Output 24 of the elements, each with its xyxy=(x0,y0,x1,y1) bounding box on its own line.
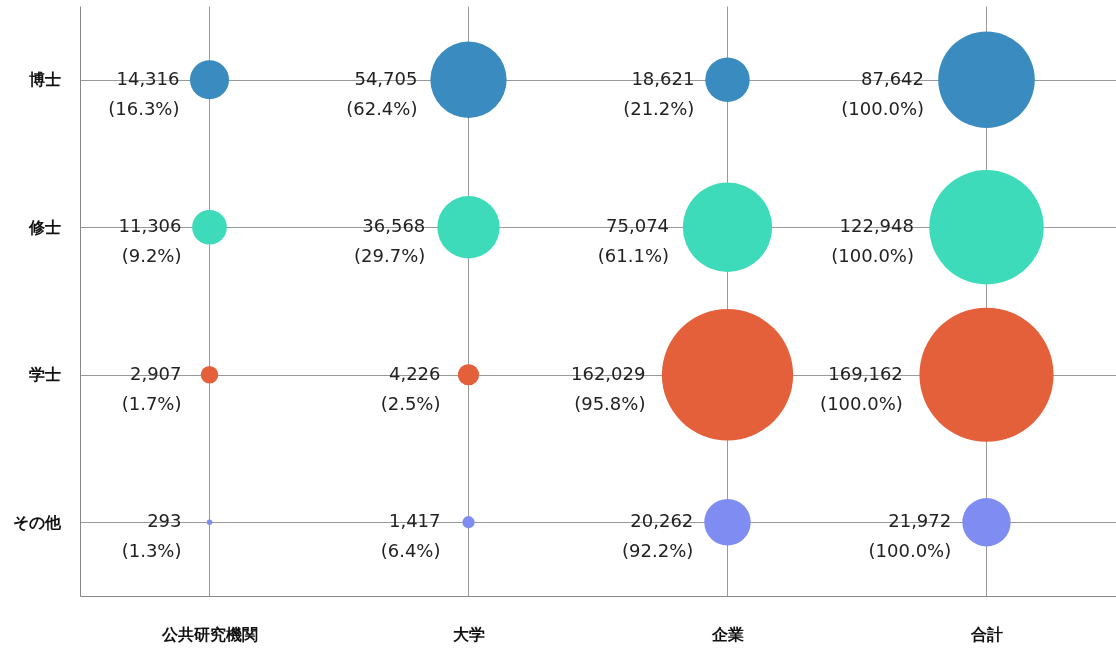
data-label: 169,162 (100.0%) xyxy=(820,362,903,414)
category-label: 公共研究機関 xyxy=(160,624,258,644)
data-label: 162,029 (95.8%) xyxy=(570,362,646,414)
data-label: 14,316 (16.3%) xyxy=(108,67,180,119)
data-label: 20,262 (92.2%) xyxy=(622,510,694,562)
data-label: 36,568 (29.7%) xyxy=(354,215,426,267)
data-label: 11,306 (9.2%) xyxy=(118,215,182,267)
data-label: 75,074 (61.1%) xyxy=(597,215,670,267)
data-label: 4,226 (2.5%) xyxy=(380,362,441,414)
data-label: 87,642 (100.0%) xyxy=(841,67,925,119)
data-label: 18,621 (21.2%) xyxy=(623,67,695,119)
data-label: 21,972 (100.0%) xyxy=(868,510,952,562)
category-label: 博士 xyxy=(28,70,61,90)
category-label: 合計 xyxy=(969,624,1003,644)
data-label: 2,907 (1.7%) xyxy=(121,362,182,414)
category-label: 企業 xyxy=(710,624,744,644)
data-label: 122,948 (100.0%) xyxy=(831,215,914,267)
category-label: 大学 xyxy=(452,624,485,644)
data-label: 293 (1.3%) xyxy=(121,510,182,562)
data-label: 54,705 (62.4%) xyxy=(346,67,418,119)
category-label: 学士 xyxy=(28,365,61,385)
category-label: 修士 xyxy=(28,217,61,237)
category-label: その他 xyxy=(12,512,61,532)
data-label: 1,417 (6.4%) xyxy=(380,510,441,562)
